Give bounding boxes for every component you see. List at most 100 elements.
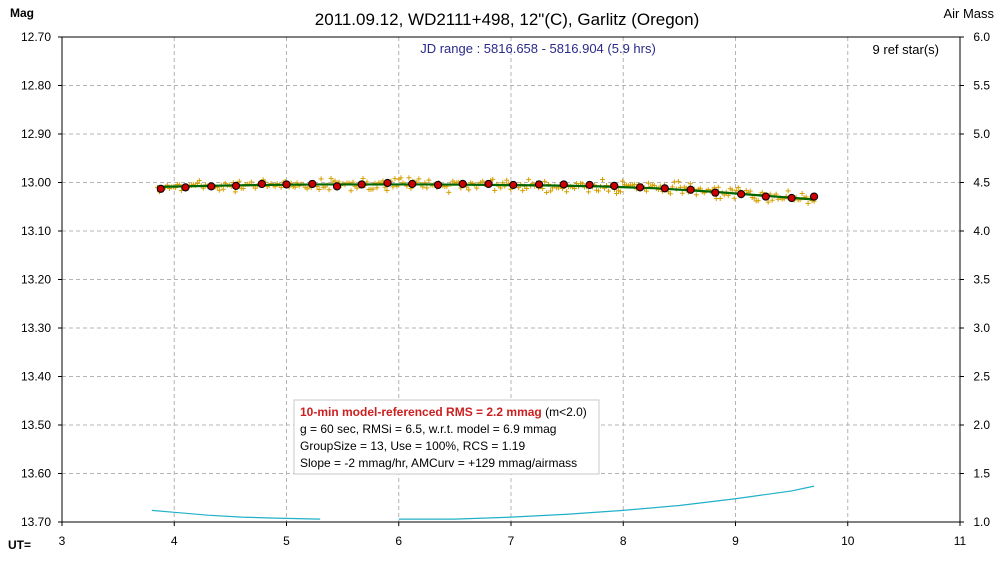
y2-tick-label: 1.0 (973, 515, 990, 529)
y-tick-label: 13.50 (21, 418, 51, 432)
y-tick-label: 12.90 (21, 127, 51, 141)
y2-tick-label: 6.0 (973, 30, 990, 44)
y-tick-label: 13.60 (21, 467, 51, 481)
raw-data-point (805, 200, 811, 206)
binned-data-point (509, 180, 518, 190)
raw-data-point (398, 175, 404, 181)
y2-tick-label: 4.0 (973, 224, 990, 238)
raw-data-point (679, 190, 685, 196)
raw-data-point (426, 177, 432, 183)
raw-data-point (490, 176, 496, 182)
raw-data-point (332, 178, 338, 184)
raw-data-point (520, 188, 526, 194)
airmass-series (151, 485, 815, 520)
raw-data-point (717, 196, 723, 202)
raw-data-point (384, 188, 390, 194)
raw-data-point (765, 199, 771, 205)
raw-data-point (252, 185, 258, 191)
raw-data-point (799, 190, 805, 196)
raw-data-point (735, 185, 741, 191)
y2-tick-label: 4.5 (973, 176, 990, 190)
ref-stars-annotation: 9 ref star(s) (873, 42, 939, 57)
y-tick-label: 13.00 (21, 176, 51, 190)
y-axis-label: Mag (10, 6, 34, 20)
binned-data-point (585, 180, 594, 190)
raw-data-point (715, 184, 721, 190)
y2-tick-label: 3.0 (973, 321, 990, 335)
x-axis-label: UT= (8, 538, 31, 552)
x-tick-label: 4 (171, 534, 178, 548)
raw-data-point (605, 188, 611, 194)
raw-data-point (596, 188, 602, 194)
raw-data-point (759, 189, 765, 195)
raw-data-point (416, 176, 422, 182)
binned-data-point (308, 179, 317, 189)
binned-data-point (433, 180, 443, 190)
raw-data-point (785, 188, 791, 194)
raw-data-point (645, 180, 651, 186)
raw-data-point (374, 185, 380, 191)
axis-ticks: 3 4 5 6 7 8 9 10 11 12.70 12.80 12.90 13.00 13.10 13.2… (21, 30, 990, 548)
raw-data-point (480, 178, 486, 184)
raw-data-point (619, 178, 625, 184)
raw-data-point (586, 189, 592, 195)
raw-data-point (526, 177, 532, 183)
raw-data-point (600, 176, 606, 182)
raw-data-point (643, 188, 649, 194)
binned-data-point (181, 183, 190, 192)
raw-data-point (370, 186, 376, 192)
stats-headline-note: (m<2.0) (542, 405, 587, 419)
binned-data-point (408, 179, 417, 189)
raw-data-point (318, 176, 324, 182)
raw-data-point (220, 186, 226, 192)
raw-data-point (498, 185, 504, 191)
raw-data-point (540, 186, 546, 192)
raw-data-point (316, 186, 322, 192)
raw-data-point (693, 192, 699, 198)
binned-data-point (711, 188, 720, 197)
raw-data-point (492, 187, 498, 193)
x-tick-label: 8 (620, 534, 627, 548)
x-tick-label: 10 (841, 534, 855, 548)
y-tick-label: 13.10 (21, 224, 51, 238)
raw-data-point (731, 195, 737, 201)
raw-data-point (617, 189, 623, 195)
binned-data-point (761, 192, 770, 201)
raw-data-point (392, 176, 398, 182)
x-tick-label: 7 (508, 534, 515, 548)
x-tick-label: 6 (395, 534, 402, 548)
binned-points-series (156, 178, 819, 203)
airmass-curve (398, 485, 815, 520)
raw-data-point (328, 175, 334, 181)
raw-data-point (613, 191, 619, 197)
raw-data-point (544, 189, 550, 195)
raw-data-point (542, 178, 548, 184)
raw-data-point (466, 187, 472, 193)
raw-data-point (548, 188, 554, 194)
y-tick-label: 13.20 (21, 273, 51, 287)
raw-data-point (446, 189, 452, 195)
binned-data-point (534, 180, 544, 189)
binned-data-point (357, 180, 366, 189)
stats-line-2: g = 60 sec, RMSi = 6.5, w.r.t. model = 6… (300, 422, 556, 436)
y2-axis-label: Air Mass (943, 6, 994, 21)
binned-data-point (207, 182, 216, 191)
binned-data-point (635, 183, 645, 192)
raw-data-point (751, 195, 757, 201)
raw-data-point (360, 175, 366, 181)
binned-data-point (559, 180, 568, 189)
y-tick-label: 13.40 (21, 370, 51, 384)
raw-data-point (564, 189, 570, 195)
raw-data-point (424, 185, 430, 191)
raw-data-point (240, 186, 246, 192)
y2-tick-label: 1.5 (973, 467, 990, 481)
binned-data-point (231, 181, 241, 190)
x-tick-label: 5 (283, 534, 290, 548)
raw-data-point (687, 181, 693, 187)
y-tick-label: 12.80 (21, 79, 51, 93)
raw-data-point (755, 198, 761, 204)
binned-data-point (156, 184, 165, 193)
stats-box: 10-min model-referenced RMS = 2.2 mmag (… (293, 399, 600, 475)
raw-data-point (406, 175, 412, 181)
